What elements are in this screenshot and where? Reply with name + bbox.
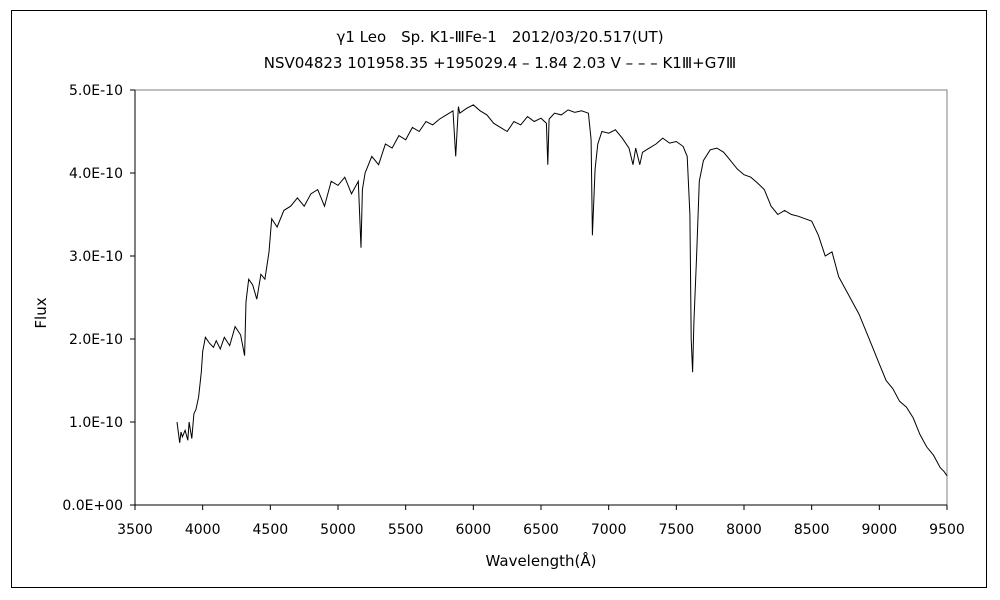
x-tick-label: 8500 bbox=[794, 522, 830, 538]
y-axis-label: Flux bbox=[32, 297, 50, 328]
x-tick-label: 3500 bbox=[117, 522, 153, 538]
y-tick-label: 4.0E-10 bbox=[69, 166, 123, 182]
y-tick-label: 1.0E-10 bbox=[69, 415, 123, 431]
x-tick-label: 8000 bbox=[726, 522, 762, 538]
x-tick-label: 9000 bbox=[862, 522, 898, 538]
y-tick-label: 3.0E-10 bbox=[69, 249, 123, 265]
x-tick-label: 4500 bbox=[253, 522, 289, 538]
x-tick-label: 9500 bbox=[929, 522, 965, 538]
spectrum-line bbox=[176, 104, 948, 477]
y-axis: 0.0E+00 1.0E-10 2.0E-10 3.0E-10 4.0E-10 5.0E-… bbox=[62, 83, 135, 514]
x-tick-label: 5500 bbox=[388, 522, 424, 538]
y-tick-label: 0.0E+00 bbox=[62, 498, 123, 514]
x-tick-label: 6500 bbox=[523, 522, 559, 538]
x-axis: 3500 4000 4500 5000 5500 6000 6500 7000 7500 8000… bbox=[117, 505, 965, 538]
x-tick-label: 5000 bbox=[320, 522, 356, 538]
x-tick-label: 7500 bbox=[659, 522, 695, 538]
chart-title-line1: γ1 Leo Sp. K1-ⅢFe-1 2012/03/20.517(UT) bbox=[336, 28, 663, 46]
x-axis-label: Wavelength(Å) bbox=[486, 551, 597, 570]
x-tick-label: 6000 bbox=[456, 522, 492, 538]
plot-area bbox=[134, 89, 948, 506]
y-tick-label: 2.0E-10 bbox=[69, 332, 123, 348]
y-tick-label: 5.0E-10 bbox=[69, 83, 123, 99]
x-tick-label: 7000 bbox=[591, 522, 627, 538]
chart-title-line2: NSV04823 101958.35 +195029.4 – 1.84 2.03… bbox=[264, 54, 737, 72]
x-tick-label: 4000 bbox=[185, 522, 221, 538]
